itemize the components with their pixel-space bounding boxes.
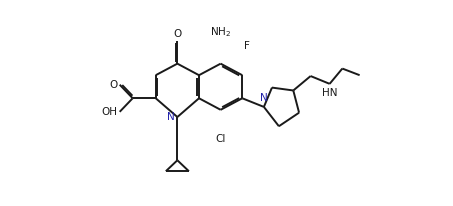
Text: Cl: Cl xyxy=(216,134,226,144)
Text: N: N xyxy=(260,93,268,103)
Text: OH: OH xyxy=(101,107,118,117)
Text: N: N xyxy=(167,112,174,122)
Text: O: O xyxy=(173,29,182,39)
Text: HN: HN xyxy=(322,88,337,98)
Text: F: F xyxy=(244,41,250,51)
Text: O: O xyxy=(110,80,118,90)
Text: NH$_2$: NH$_2$ xyxy=(210,25,231,39)
